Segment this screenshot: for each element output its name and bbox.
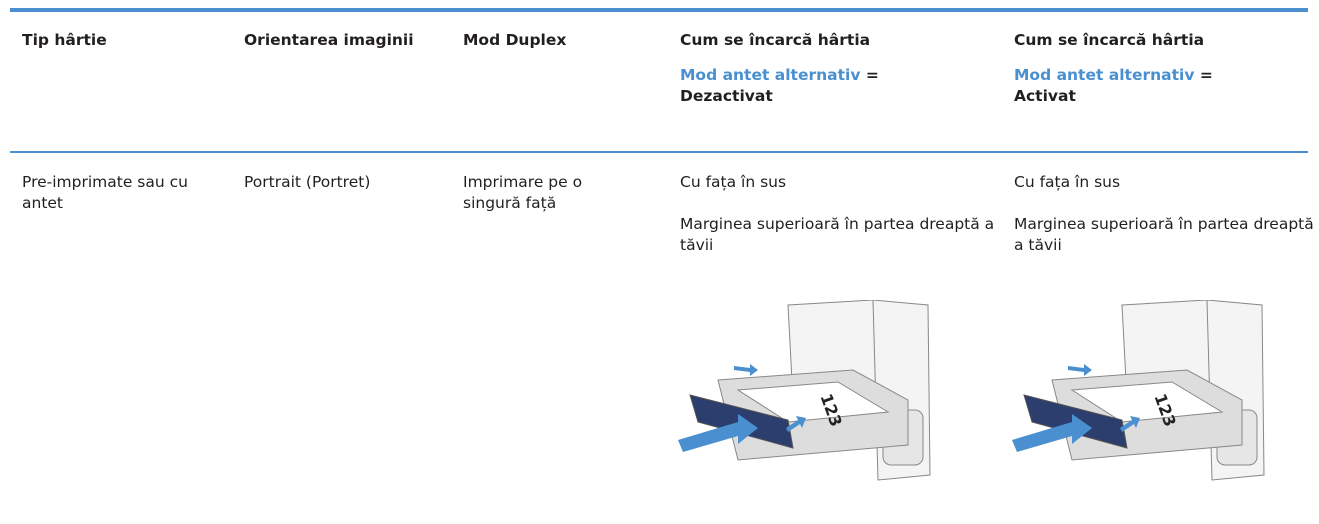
arrow [1068,364,1092,376]
header-text: Cum se încarcă hârtia [680,31,871,49]
instruction: Cu fața în sus [1014,173,1121,191]
arrow [678,414,758,452]
setting-name: Mod antet alternativ [680,66,861,84]
header-cell: Cum se încarcă hârtia Mod antet alternat… [1014,30,1314,107]
header-cell: Tip hârtie [22,31,107,49]
setting: Mod antet alternativ = [680,65,990,86]
operator: = [1199,66,1213,84]
arrow [786,416,806,432]
header-cell: Orientarea imaginii [244,31,414,49]
setting: Mod antet alternativ = [1014,65,1314,86]
body-cell: Cu fața în sus Marginea superioară în pa… [1014,172,1314,277]
header-cell: Cum se încarcă hârtia Mod antet alternat… [680,30,990,107]
instruction: Marginea superioară în partea dreaptă a … [680,215,995,254]
body-cell: Cu fața în sus Marginea superioară în pa… [680,172,1000,277]
arrow [734,364,758,376]
instruction: Marginea superioară în partea dreaptă a … [1014,215,1314,254]
paper [736,381,890,423]
operator: = [865,66,879,84]
state: Dezactivat [680,87,773,105]
arrow [1012,414,1092,452]
body-cell: Pre-imprimate sau cu antet [22,173,188,212]
arrow [1120,416,1140,432]
state: Activat [1014,87,1076,105]
header-text: Cum se încarcă hârtia [1014,31,1205,49]
body-cell: Portrait (Portret) [244,173,371,191]
paper [1070,381,1224,423]
tray-illustration: 123 [1012,300,1265,481]
body-cell: Imprimare pe o singură față [463,173,583,212]
header-cell: Mod Duplex [463,31,567,49]
setting-name: Mod antet alternativ [1014,66,1195,84]
header-rule [10,151,1308,153]
top-rule [10,8,1308,12]
instruction: Cu fața în sus [680,173,787,191]
tray-illustration: 123 [678,300,931,481]
